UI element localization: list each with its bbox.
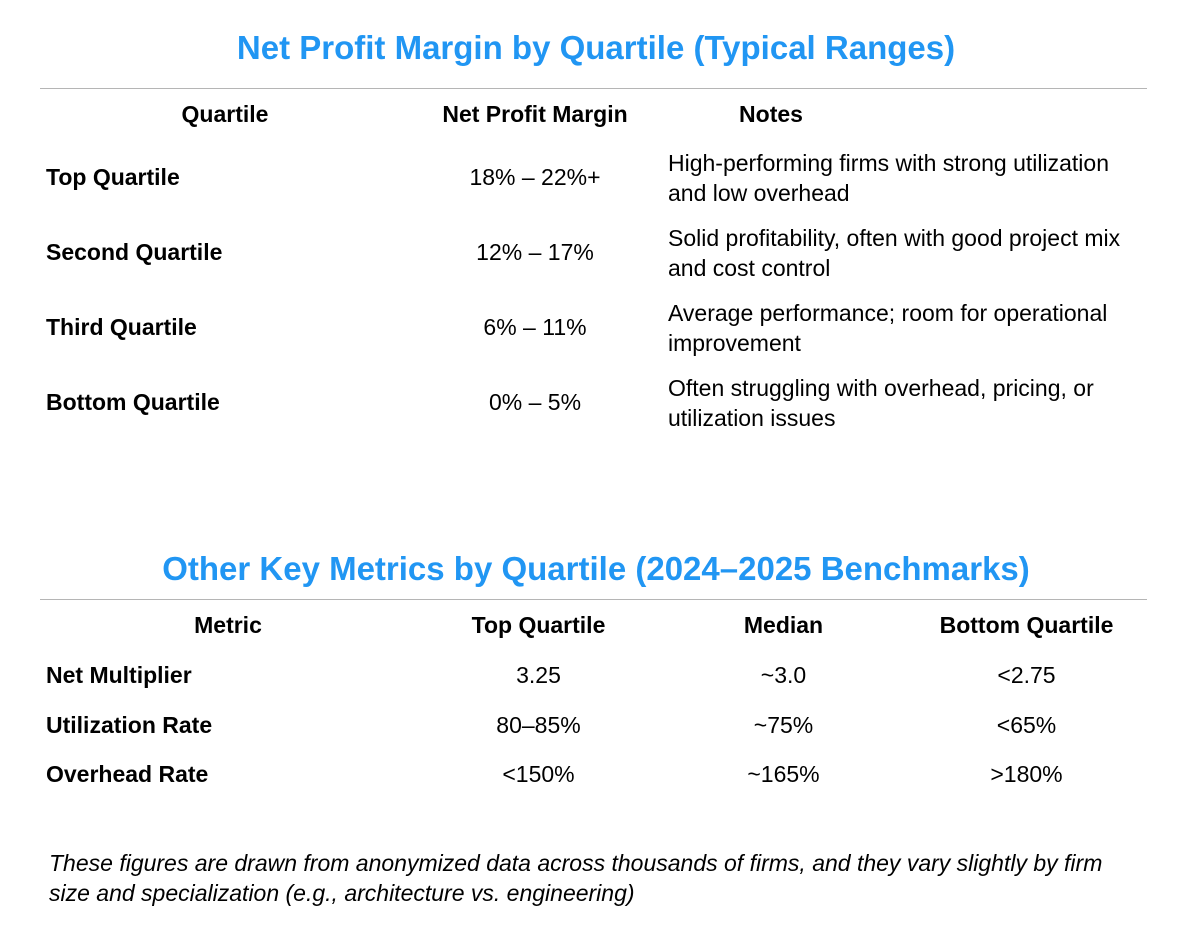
key-metrics-title: Other Key Metrics by Quartile (2024–2025… bbox=[162, 550, 1030, 587]
margin-cell: 0% – 5% bbox=[488, 389, 582, 415]
column-header-net-profit-margin: Net Profit Margin bbox=[442, 100, 628, 127]
table-header-row: Quartile Net Profit Margin Notes bbox=[40, 88, 1147, 140]
median-cell: ~3.0 bbox=[760, 662, 807, 689]
top-quartile-cell: 3.25 bbox=[516, 662, 561, 689]
key-metrics-table: Metric Top Quartile Median Bottom Quarti… bbox=[40, 599, 1147, 800]
table-row: Second Quartile 12% – 17% Solid profitab… bbox=[40, 215, 1147, 290]
quartile-cell: Bottom Quartile bbox=[46, 389, 220, 415]
table-header-row: Metric Top Quartile Median Bottom Quarti… bbox=[40, 599, 1147, 651]
margin-cell: 6% – 11% bbox=[483, 314, 587, 340]
column-header-metric: Metric bbox=[194, 611, 262, 638]
bottom-quartile-cell: >180% bbox=[990, 761, 1063, 788]
column-header-top-quartile: Top Quartile bbox=[471, 611, 606, 638]
table-row: Net Multiplier 3.25 ~3.0 <2.75 bbox=[40, 651, 1147, 701]
quartile-cell: Second Quartile bbox=[46, 239, 223, 265]
column-header-notes: Notes bbox=[660, 88, 1147, 140]
metric-cell: Overhead Rate bbox=[46, 761, 209, 788]
bottom-quartile-cell: <65% bbox=[996, 711, 1057, 738]
top-quartile-cell: 80–85% bbox=[496, 711, 581, 738]
margin-cell: 18% – 22%+ bbox=[469, 164, 601, 190]
table-row: Utilization Rate 80–85% ~75% <65% bbox=[40, 701, 1147, 751]
notes-cell: Average performance; room for operationa… bbox=[668, 299, 1108, 356]
notes-cell: High-performing firms with strong utiliz… bbox=[668, 149, 1109, 206]
column-header-quartile: Quartile bbox=[181, 100, 269, 127]
title-divider bbox=[40, 599, 1147, 600]
metric-cell: Utilization Rate bbox=[46, 711, 213, 738]
metric-cell: Net Multiplier bbox=[46, 662, 192, 689]
notes-cell: Solid profitability, often with good pro… bbox=[668, 224, 1121, 281]
profit-margin-title: Net Profit Margin by Quartile (Typical R… bbox=[236, 29, 956, 66]
notes-cell: Often struggling with overhead, pricing,… bbox=[668, 374, 1094, 431]
table-row: Top Quartile 18% – 22%+ High-performing … bbox=[40, 140, 1147, 215]
column-header-median: Median bbox=[743, 611, 824, 638]
bottom-quartile-cell: <2.75 bbox=[997, 662, 1056, 689]
table-row: Overhead Rate <150% ~165% >180% bbox=[40, 750, 1147, 800]
title-divider bbox=[40, 88, 1147, 89]
median-cell: ~75% bbox=[753, 711, 814, 738]
margin-cell: 12% – 17% bbox=[476, 239, 594, 265]
table-row: Bottom Quartile 0% – 5% Often struggling… bbox=[40, 365, 1147, 440]
quartile-cell: Third Quartile bbox=[46, 314, 197, 340]
median-cell: ~165% bbox=[747, 761, 820, 788]
column-header-bottom-quartile: Bottom Quartile bbox=[939, 611, 1114, 638]
profit-margin-table: Quartile Net Profit Margin Notes Top Qua… bbox=[40, 88, 1147, 440]
notes-header-label: Notes bbox=[739, 100, 803, 127]
quartile-cell: Top Quartile bbox=[46, 164, 180, 190]
table-row: Third Quartile 6% – 11% Average performa… bbox=[40, 290, 1147, 365]
top-quartile-cell: <150% bbox=[502, 761, 575, 788]
footnote: These figures are drawn from anonymized … bbox=[49, 850, 1103, 906]
